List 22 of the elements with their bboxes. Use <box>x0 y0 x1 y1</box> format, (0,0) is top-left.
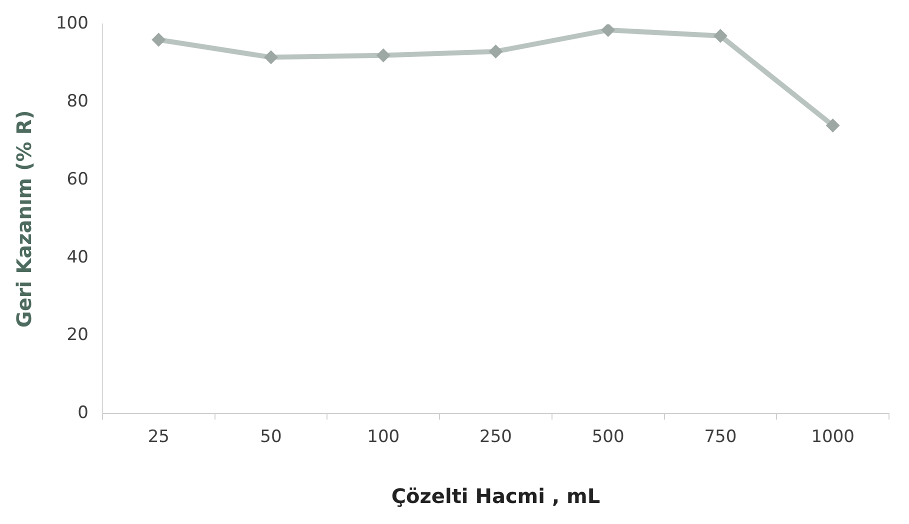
x-tick-label: 25 <box>148 427 170 448</box>
y-tick-label: 100 <box>56 14 88 34</box>
x-axis-title: Çözelti Hacmi , mL <box>391 484 600 508</box>
y-axis-title: Geri Kazanım (% R) <box>12 110 36 328</box>
point <box>376 48 390 62</box>
y-tick-label: 40 <box>66 247 88 268</box>
y-tick-label: 80 <box>66 92 88 112</box>
x-tick-label: 1000 <box>811 427 854 448</box>
x-tick-label: 750 <box>704 427 737 448</box>
x-tick-label: 500 <box>592 427 624 448</box>
x-tick-label: 100 <box>367 427 400 448</box>
x-tick-label: 250 <box>479 427 512 448</box>
y-tick-label: 20 <box>66 325 88 346</box>
point <box>488 44 503 58</box>
x-tick-label: 50 <box>260 427 282 448</box>
point <box>826 118 840 132</box>
point <box>601 24 616 38</box>
point <box>713 28 728 43</box>
y-tick-label: 0 <box>78 403 88 424</box>
point <box>152 32 166 47</box>
point <box>264 50 278 64</box>
y-tick-label: 60 <box>66 169 88 190</box>
